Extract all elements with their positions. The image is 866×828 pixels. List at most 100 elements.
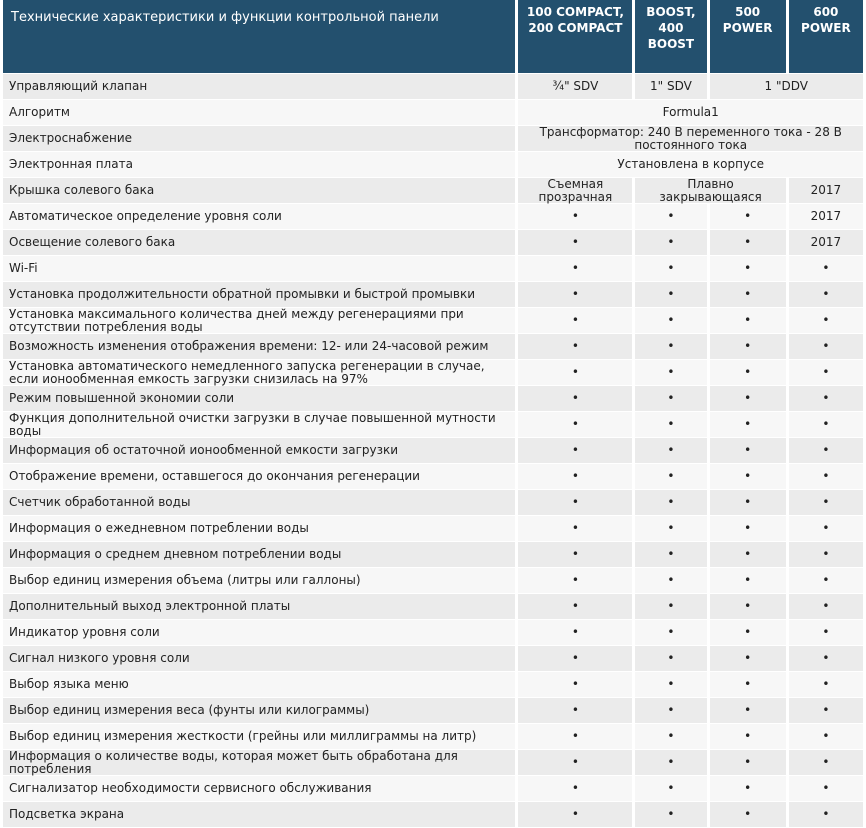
cell-value: • — [709, 802, 786, 827]
row-label: Информация о среднем дневном потреблении… — [3, 542, 516, 567]
table-row: Сигнализатор необходимости сервисного об… — [3, 776, 863, 801]
cell-value: • — [709, 230, 786, 255]
cell-value: • — [788, 282, 863, 307]
cell-value: • — [788, 490, 863, 515]
cell-value: • — [788, 594, 863, 619]
cell-value: • — [788, 464, 863, 489]
cell-value: • — [635, 412, 707, 437]
cell-value: 1" SDV — [635, 74, 707, 99]
cell-value: • — [518, 672, 633, 697]
cell-value: • — [788, 308, 863, 333]
header-title: Технические характеристики и функции кон… — [3, 0, 516, 73]
column-header: 600 POWER — [788, 0, 863, 73]
row-label: Информация о ежедневном потреблении воды — [3, 516, 516, 541]
table-row: Отображение времени, оставшегося до окон… — [3, 464, 863, 489]
table-row: Функция дополнительной очистки загрузки … — [3, 412, 863, 437]
page: Технические характеристики и функции кон… — [3, 0, 863, 827]
cell-value: • — [635, 360, 707, 385]
table-row: Выбор языка меню • • • • — [3, 672, 863, 697]
cell-value: • — [709, 204, 786, 229]
cell-value: • — [709, 282, 786, 307]
cell-value: • — [788, 334, 863, 359]
cell-value: • — [635, 516, 707, 541]
cell-value: • — [709, 360, 786, 385]
cell-value: • — [788, 698, 863, 723]
table-row: Алгоритм Formula1 — [3, 100, 863, 125]
cell-value: • — [709, 620, 786, 645]
cell-value: • — [635, 464, 707, 489]
cell-value: Formula1 — [518, 100, 863, 125]
cell-value: • — [788, 256, 863, 281]
cell-value: • — [518, 542, 633, 567]
cell-value: • — [518, 308, 633, 333]
cell-value: • — [709, 490, 786, 515]
cell-value: • — [788, 360, 863, 385]
row-label: Режим повышенной экономии соли — [3, 386, 516, 411]
table-row: Информация о ежедневном потреблении воды… — [3, 516, 863, 541]
cell-value: • — [788, 620, 863, 645]
cell-value: Установлена в корпусе — [518, 152, 863, 177]
row-label: Информация об остаточной ионообменной ем… — [3, 438, 516, 463]
cell-value: • — [788, 646, 863, 671]
cell-value: • — [788, 672, 863, 697]
row-label: Информация о количестве воды, которая мо… — [3, 750, 516, 775]
row-label: Установка продолжительности обратной про… — [3, 282, 516, 307]
cell-value: • — [635, 308, 707, 333]
column-header: 500 POWER — [709, 0, 786, 73]
table-row: Индикатор уровня соли • • • • — [3, 620, 863, 645]
cell-value: • — [709, 334, 786, 359]
row-label: Возможность изменения отображения времен… — [3, 334, 516, 359]
cell-value: • — [709, 594, 786, 619]
cell-value: • — [709, 776, 786, 801]
cell-value: • — [709, 750, 786, 775]
table-row: Информация об остаточной ионообменной ем… — [3, 438, 863, 463]
cell-value: • — [518, 620, 633, 645]
cell-value: • — [518, 360, 633, 385]
cell-value: • — [635, 334, 707, 359]
row-label: Функция дополнительной очистки загрузки … — [3, 412, 516, 437]
table-row: Возможность изменения отображения времен… — [3, 334, 863, 359]
cell-value: • — [788, 776, 863, 801]
cell-value: • — [709, 256, 786, 281]
cell-value: ¾" SDV — [518, 74, 633, 99]
cell-value: • — [788, 386, 863, 411]
row-label: Крышка солевого бака — [3, 178, 516, 203]
table-row: Электроснабжение Трансформатор: 240 В пер… — [3, 126, 863, 151]
cell-value: • — [635, 568, 707, 593]
cell-value: • — [635, 542, 707, 567]
cell-value: • — [709, 568, 786, 593]
table-row: Установка максимального количества дней … — [3, 308, 863, 333]
table-row: Автоматическое определение уровня соли • •… — [3, 204, 863, 229]
cell-value: Съемная прозрачная — [518, 178, 633, 203]
cell-value: • — [635, 256, 707, 281]
table-row: Управляющий клапан ¾" SDV 1" SDV 1 "DDV — [3, 74, 863, 99]
cell-value: 2017 — [788, 230, 863, 255]
cell-value: • — [635, 386, 707, 411]
table-row: Сигнал низкого уровня соли • • • • — [3, 646, 863, 671]
cell-value: Трансформатор: 240 В переменного тока - … — [518, 126, 863, 151]
row-label: Освещение солевого бака — [3, 230, 516, 255]
cell-value: • — [788, 412, 863, 437]
row-label: Установка автоматического немедленного з… — [3, 360, 516, 385]
cell-value: • — [788, 568, 863, 593]
cell-value: • — [788, 802, 863, 827]
table-row: Wi-Fi • • • • — [3, 256, 863, 281]
cell-value: • — [635, 750, 707, 775]
cell-value: • — [518, 594, 633, 619]
cell-value: • — [788, 516, 863, 541]
cell-value: • — [518, 438, 633, 463]
cell-value: • — [635, 776, 707, 801]
row-label: Счетчик обработанной воды — [3, 490, 516, 515]
table-row: Выбор единиц измерения объема (литры или… — [3, 568, 863, 593]
cell-value: • — [518, 256, 633, 281]
cell-value: • — [635, 230, 707, 255]
row-label: Электронная плата — [3, 152, 516, 177]
row-label: Автоматическое определение уровня соли — [3, 204, 516, 229]
row-label: Выбор языка меню — [3, 672, 516, 697]
table-row: Крышка солевого бака Съемная прозрачная Пл… — [3, 178, 863, 203]
row-label: Отображение времени, оставшегося до окон… — [3, 464, 516, 489]
cell-value: • — [788, 438, 863, 463]
table-row: Освещение солевого бака • • • 2017 — [3, 230, 863, 255]
cell-value: • — [709, 724, 786, 749]
cell-value: • — [709, 412, 786, 437]
